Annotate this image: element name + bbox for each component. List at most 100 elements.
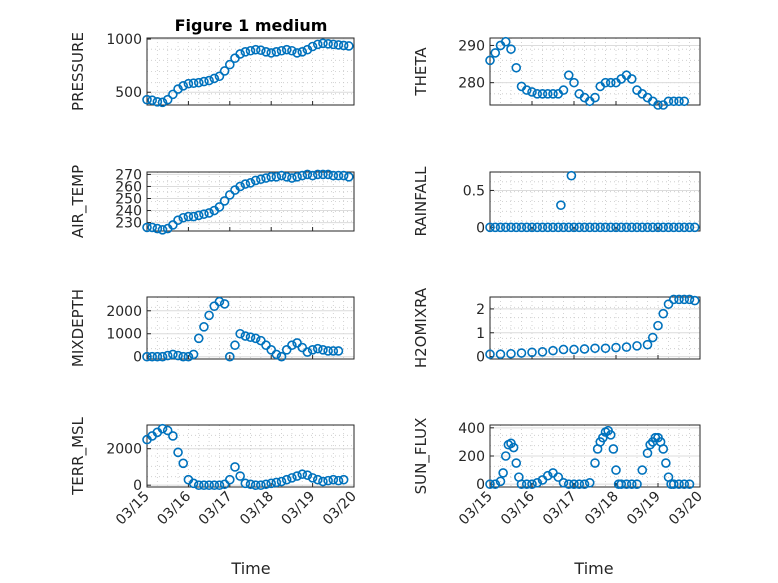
data-point xyxy=(312,169,323,180)
data-point xyxy=(250,480,261,490)
data-point xyxy=(516,479,527,489)
data-point xyxy=(658,308,669,319)
data-point xyxy=(240,179,251,189)
data-point xyxy=(250,175,261,186)
data-point xyxy=(193,77,204,88)
data-point xyxy=(152,97,163,107)
data-point xyxy=(307,345,318,355)
data-point xyxy=(637,465,648,475)
data-point xyxy=(653,222,663,233)
data-point xyxy=(199,76,209,87)
data-point xyxy=(266,478,277,489)
data-point xyxy=(621,222,632,233)
y-tick-label: 280 xyxy=(458,76,485,92)
data-point xyxy=(542,222,553,233)
x-tick-label: 03/15 xyxy=(456,489,496,529)
y-tick-label: 250 xyxy=(115,191,142,207)
data-point xyxy=(600,77,611,88)
data-point xyxy=(245,332,256,342)
data-point xyxy=(579,344,590,354)
data-point xyxy=(199,322,209,332)
data-point xyxy=(506,348,516,359)
data-point xyxy=(616,222,627,233)
data-point xyxy=(595,222,606,233)
plot-frame xyxy=(489,296,701,360)
data-point xyxy=(511,222,522,233)
data-point xyxy=(318,38,328,49)
data-point xyxy=(600,222,611,233)
data-point xyxy=(183,351,194,362)
data-point xyxy=(214,296,225,307)
data-point xyxy=(689,222,700,233)
y-tick-label: 270 xyxy=(115,167,142,183)
data-point xyxy=(674,96,684,107)
data-point xyxy=(312,343,323,354)
data-point xyxy=(183,78,194,89)
y-tick-label: 1 xyxy=(476,326,485,342)
data-point xyxy=(605,222,616,233)
data-point xyxy=(485,479,495,489)
data-point xyxy=(532,222,543,233)
data-point xyxy=(608,444,619,454)
data-point xyxy=(152,351,163,362)
data-point xyxy=(214,71,225,82)
data-point xyxy=(147,351,157,362)
data-point xyxy=(516,222,527,233)
data-point xyxy=(157,423,168,434)
data-point xyxy=(558,344,569,355)
subplot-4: 0 0.5 RAINFALL xyxy=(412,166,701,236)
data-point xyxy=(590,222,600,233)
y-tick-label: 2000 xyxy=(106,442,142,458)
plot-frame xyxy=(489,37,701,106)
data-point xyxy=(553,222,564,233)
y-tick-label: 0 xyxy=(476,350,485,366)
data-point xyxy=(240,331,251,341)
data-point xyxy=(271,47,282,57)
data-point xyxy=(616,479,627,489)
data-point xyxy=(626,74,637,84)
data-point xyxy=(556,200,566,210)
data-point xyxy=(333,40,344,50)
data-point xyxy=(302,347,313,357)
data-point xyxy=(276,170,287,181)
data-point xyxy=(235,471,245,481)
data-point xyxy=(168,431,178,441)
y-tick-label: 500 xyxy=(115,85,142,101)
data-point xyxy=(276,476,287,487)
data-point xyxy=(548,89,558,99)
data-point xyxy=(338,474,349,485)
data-point xyxy=(647,332,658,343)
data-point xyxy=(674,222,684,233)
data-point xyxy=(235,328,245,339)
data-point xyxy=(152,223,163,234)
data-point xyxy=(668,222,679,233)
data-point xyxy=(297,170,308,181)
data-point xyxy=(668,479,679,489)
data-point xyxy=(506,44,516,54)
data-point xyxy=(498,468,508,478)
data-point xyxy=(542,470,553,481)
data-point xyxy=(532,477,543,488)
data-point xyxy=(173,350,183,361)
y-axis-label: AIR_TEMP xyxy=(69,165,88,238)
data-point xyxy=(485,55,495,66)
data-point xyxy=(178,81,189,91)
data-point xyxy=(297,469,308,480)
data-point xyxy=(142,351,152,362)
data-point xyxy=(245,479,256,490)
data-point xyxy=(287,473,297,483)
subplot-1: 500 1000 PRESSURE xyxy=(69,32,355,111)
data-point xyxy=(679,479,690,489)
y-axis-label: THETA xyxy=(412,47,430,97)
data-point xyxy=(632,222,642,233)
data-point xyxy=(642,339,653,350)
data-point xyxy=(178,212,189,223)
y-axis-label: PRESSURE xyxy=(69,32,87,111)
data-point xyxy=(500,36,511,47)
data-point xyxy=(147,222,157,233)
data-point xyxy=(579,479,590,489)
data-point xyxy=(584,477,595,488)
plot-frame xyxy=(146,424,355,488)
